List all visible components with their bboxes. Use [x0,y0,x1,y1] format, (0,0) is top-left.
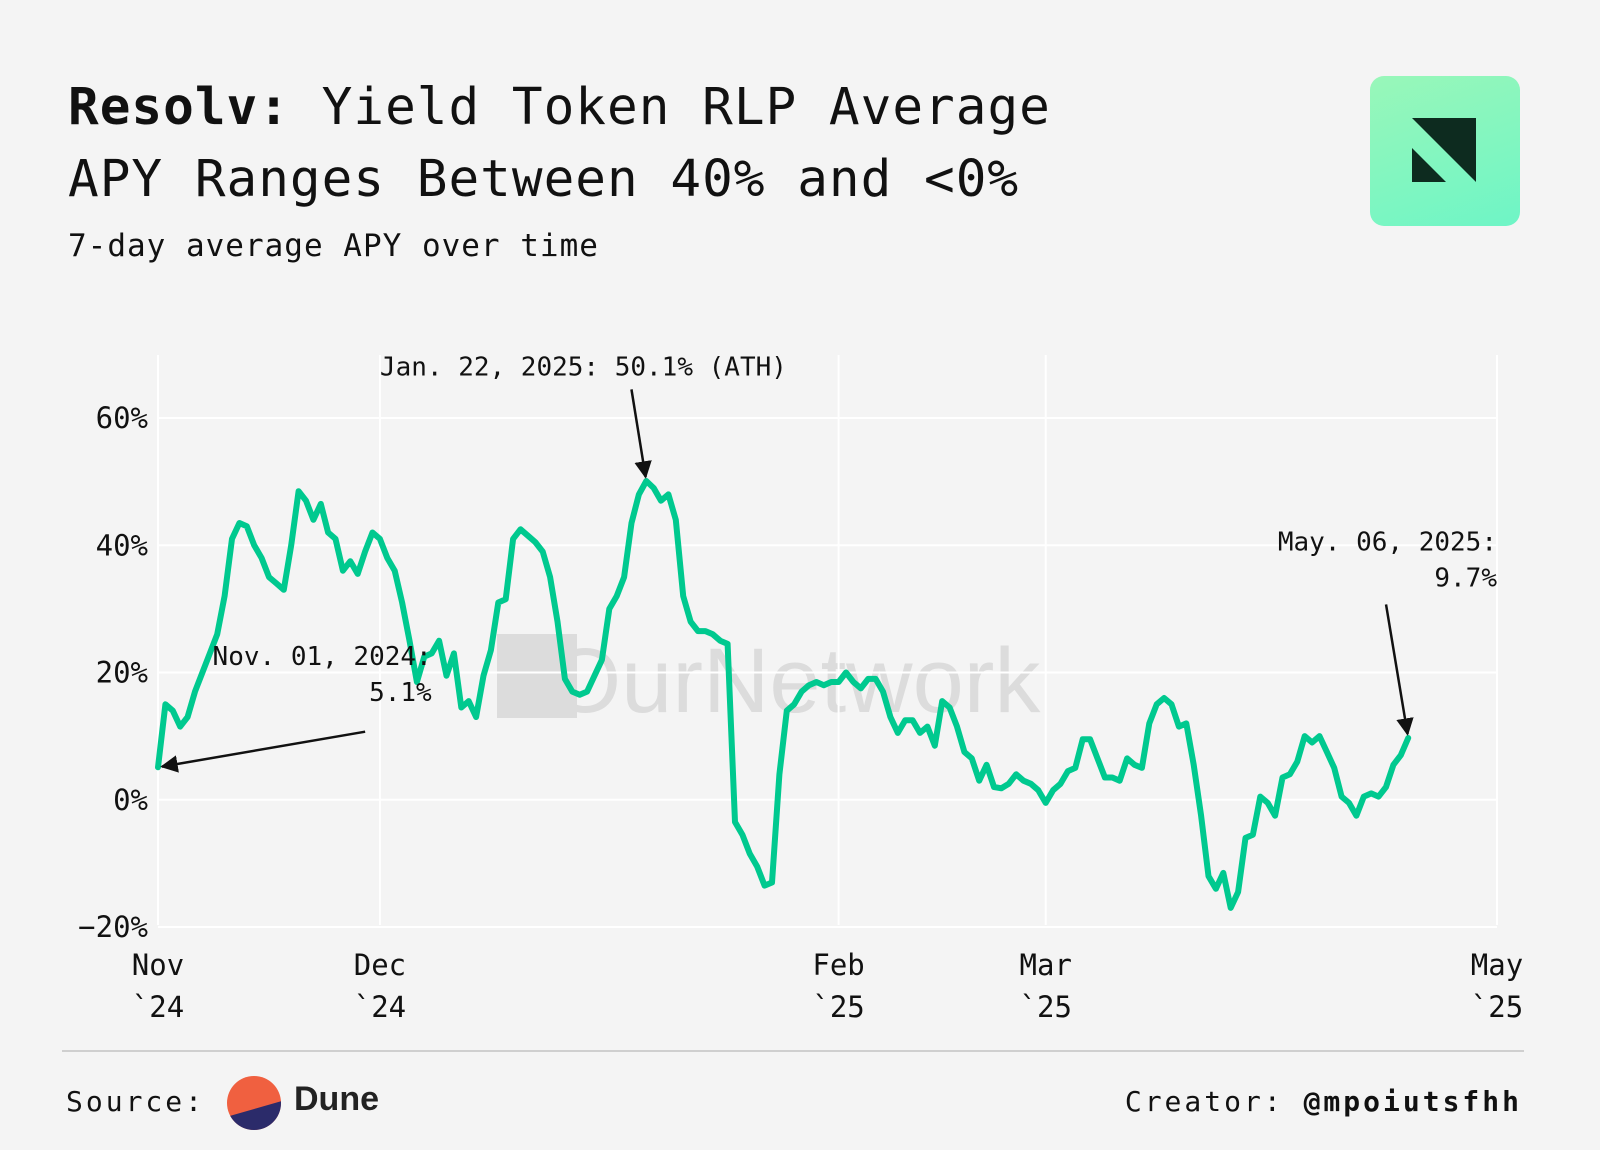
x-tick-label-year: `24 [354,990,406,1024]
chart-title: Resolv: Yield Token RLP Average APY Range… [68,72,1051,216]
annotation-label: May. 06, 2025: [1278,527,1497,557]
ournetwork-logo-icon [1370,76,1520,226]
apy-series-line [155,478,1412,911]
x-tick-label-year: `25 [1471,990,1523,1024]
x-tick-label: Feb [812,948,864,982]
x-tick-label: Mar [1020,948,1072,982]
y-tick-label: 20% [96,656,148,690]
line-chart: OurNetwork 60% 40% 20% 0% −20% Nov `24 Dec `24 Fe… [78,352,1523,1024]
annotation-label: 9.7% [1434,563,1497,593]
creator-credit: Creator: @mpoiutsfhh [1125,1085,1522,1118]
dune-logo-icon [227,1076,281,1130]
x-tick-label: Nov [132,948,184,982]
title-line1: Yield Token RLP Average [321,78,1051,137]
y-tick-label: −20% [78,910,148,944]
annotation-label: 5.1% [369,678,432,708]
x-tick-label: Dec [354,948,406,982]
title-bold: Resolv: [68,78,290,137]
watermark: OurNetwork [550,630,1042,732]
x-tick-label-year: `24 [132,990,184,1024]
source-label: Source: [66,1085,206,1118]
annotation-arrow [160,730,366,773]
annotation-label: Jan. 22, 2025: 50.1% (ATH) [380,352,787,382]
annotation-arrow [630,389,652,479]
source-name: Dune [294,1080,379,1118]
y-tick-label: 60% [96,401,148,435]
y-tick-label: 40% [96,528,148,562]
footer-divider [62,1050,1524,1052]
x-tick-label-year: `25 [812,990,864,1024]
title-line2: APY Ranges Between 40% and <0% [68,150,1020,209]
annotation-arrow [1384,604,1414,736]
logo-mark-icon [1412,118,1476,182]
x-tick-label: May [1471,948,1523,982]
annotation-label: Nov. 01, 2024: [213,642,432,672]
chart-subtitle: 7-day average APY over time [68,228,599,264]
y-tick-label: 0% [113,783,148,817]
x-tick-label-year: `25 [1020,990,1072,1024]
creator-handle: @mpoiutsfhh [1303,1085,1522,1118]
creator-label: Creator: [1124,1085,1284,1118]
